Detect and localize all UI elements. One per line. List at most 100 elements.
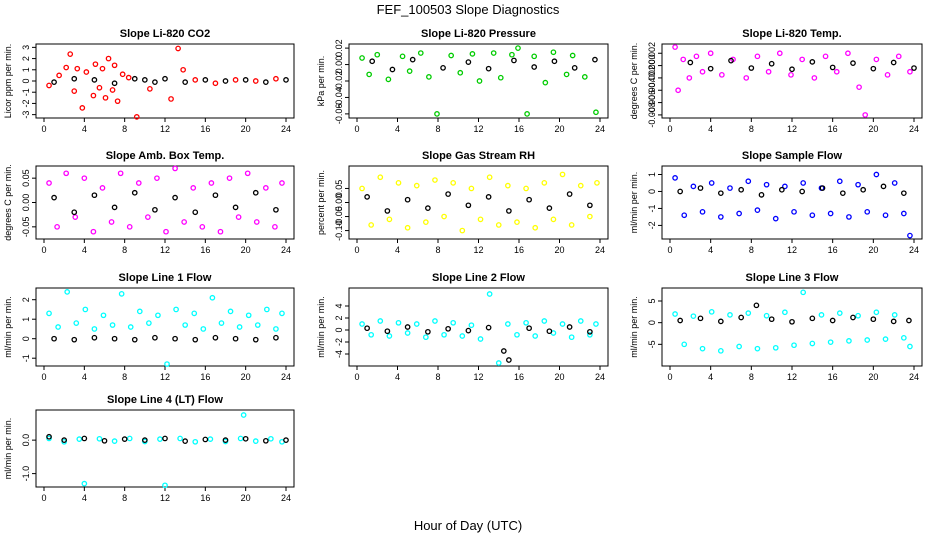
panel-3-point — [789, 66, 795, 73]
panel-4-point — [90, 228, 97, 235]
panel-3-point — [911, 65, 917, 71]
panel-4-point — [235, 214, 242, 220]
panel-3-point — [833, 68, 840, 75]
panel-4-point — [163, 228, 169, 235]
panel-2-ytick-label: 0.00 — [334, 56, 344, 74]
panel-5-point — [413, 182, 420, 189]
panel-3-point — [873, 56, 880, 63]
panel-4-series-all — [46, 165, 285, 235]
panel-7-xtick-label: 16 — [200, 372, 210, 382]
panel-5-point — [566, 191, 573, 197]
panel-3-point — [907, 68, 913, 75]
panel-9-point — [699, 345, 706, 352]
panel-8-point — [441, 331, 447, 338]
panel-6-title: Slope Sample Flow — [742, 150, 843, 162]
panel-1-point — [111, 80, 118, 87]
panel-9-point — [727, 312, 733, 318]
panel-5-xtick-label: 16 — [514, 245, 524, 255]
panel-2-point — [563, 71, 570, 78]
panel-10-point — [141, 437, 148, 443]
panel-10-point — [96, 435, 103, 442]
panel-9-ytick-label: 0 — [647, 320, 657, 325]
panel-3-series-all — [672, 44, 913, 118]
panel-6-point — [873, 171, 880, 178]
panel-1-point — [105, 55, 112, 62]
panel-8-point — [505, 321, 511, 327]
panel-7-point — [252, 336, 259, 343]
panel-6-point — [819, 185, 826, 191]
panel-10-ytick-label: 0.0 — [21, 434, 31, 447]
panel-9-point — [708, 308, 715, 315]
panel-9-point — [891, 312, 898, 318]
panel-6-point — [880, 183, 887, 190]
panel-4-ylabel: degrees C per min. — [3, 164, 13, 241]
panel-3-frame — [661, 43, 923, 119]
panel-6-point — [799, 188, 806, 195]
panel-3-point — [748, 65, 755, 71]
panel-2: Slope Li-820 Pressure kPa per min. 0 4 8 12 16… — [316, 28, 609, 134]
panel-9-ytick-label: 5 — [647, 298, 657, 303]
panel-1-point — [71, 88, 78, 94]
panel-5-xtick-label: 8 — [435, 245, 440, 255]
panel-2-point — [593, 109, 599, 116]
panel-9-point — [717, 318, 724, 325]
panel-1-point — [51, 79, 57, 85]
panel-7-point — [71, 336, 78, 343]
panel-6-point — [782, 183, 788, 190]
panel-6-xtick-label: 16 — [828, 245, 838, 255]
panel-3-point — [870, 65, 877, 72]
panel-10-point — [76, 436, 83, 442]
panel-9-xtick-label: 4 — [708, 372, 713, 382]
panel-6-point — [846, 214, 852, 220]
panel-7-point — [55, 324, 61, 330]
panel-1-point — [111, 62, 118, 69]
panel-1-point — [109, 87, 116, 93]
panel-8-title: Slope Line 2 Flow — [432, 272, 525, 284]
panel-3-xtick-label: 8 — [749, 124, 754, 134]
panel-7-point — [218, 320, 225, 326]
panel-4-point — [63, 170, 70, 177]
panel-4-point — [208, 180, 215, 186]
panel-7-point — [209, 294, 216, 301]
panel-2-point — [476, 78, 483, 84]
panel-5-xtick-label: 20 — [554, 245, 564, 255]
panel-1-point — [92, 61, 99, 68]
panel-10-point — [242, 435, 249, 442]
panel-3-ytick-label: -0.008 — [647, 102, 657, 128]
figure-xlabel: Hour of Day (UTC) — [414, 518, 522, 533]
panel-5-point — [386, 216, 393, 223]
panel-1-point — [180, 66, 186, 73]
panel-7-point — [263, 306, 270, 313]
panel-8-point — [404, 330, 411, 336]
panel-10-xtick-label: 16 — [200, 493, 210, 503]
panel-1-point — [83, 69, 90, 75]
panel-4-series-selected — [51, 189, 279, 216]
panel-10: Slope Line 4 (LT) Flow ml/min per min. 0 4 8… — [3, 394, 295, 503]
panel-1-point — [232, 77, 239, 83]
panel-4-point — [111, 204, 118, 211]
panel-7-point — [192, 336, 199, 343]
panel-4-ytick-label: -0.05 — [21, 217, 31, 238]
panel-8-xtick-label: 8 — [435, 372, 440, 382]
panel-6-point — [864, 208, 871, 215]
panel-5-point — [395, 179, 402, 186]
panel-3-xtick-label: 16 — [828, 124, 838, 134]
panel-6-point — [754, 207, 761, 213]
panel-10-xtick-label: 12 — [160, 493, 170, 503]
panel-9-point — [681, 341, 688, 348]
panel-1-ytick-label: 1 — [21, 67, 31, 72]
panel-9-point — [829, 317, 836, 324]
panel-10-title: Slope Line 4 (LT) Flow — [107, 394, 223, 406]
panel-2-point — [374, 51, 381, 58]
panel-9-point — [827, 339, 834, 346]
panel-8-point — [468, 322, 475, 329]
panel-8-xtick-label: 12 — [473, 372, 483, 382]
panel-8-point — [593, 321, 599, 327]
panel-10-point — [240, 412, 247, 418]
panel-4-point — [145, 214, 151, 220]
panel-8-point — [450, 319, 457, 326]
panel-1-point — [262, 79, 269, 85]
panel-3-point — [856, 84, 862, 91]
panel-3-point — [768, 60, 775, 67]
panel-3-point — [799, 56, 806, 63]
